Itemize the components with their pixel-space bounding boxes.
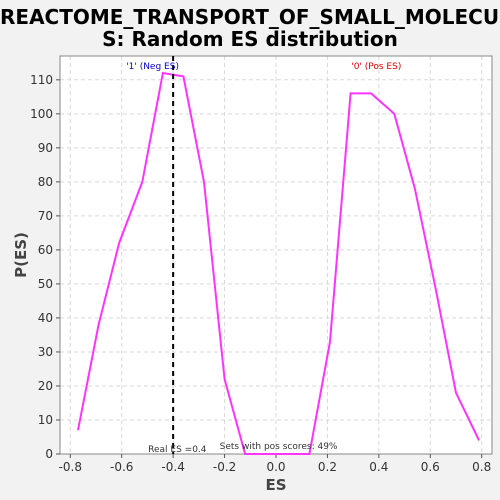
y-tick-label: 10 — [38, 413, 53, 427]
y-tick-label: 50 — [38, 277, 53, 291]
x-tick-label: 0.0 — [266, 460, 285, 474]
y-tick-label: 90 — [38, 141, 53, 155]
y-tick-label: 0 — [45, 447, 53, 461]
y-axis-label: P(ES) — [12, 232, 30, 278]
chart-title-line-1: REACTOME_TRANSPORT_OF_SMALL_MOLECULE — [0, 5, 500, 29]
x-tick-label: 0.8 — [472, 460, 491, 474]
pos-es-label: '0' (Pos ES) — [351, 62, 401, 72]
real-es-annotation: Real ES =0.4 — [148, 445, 207, 455]
y-tick-label: 110 — [30, 73, 53, 87]
y-tick-label: 70 — [38, 209, 53, 223]
x-tick-label: 0.4 — [369, 460, 388, 474]
chart-title-line-2: S: Random ES distribution — [102, 27, 398, 51]
x-axis-label: ES — [265, 476, 286, 494]
y-tick-label: 60 — [38, 243, 53, 257]
es-distribution-line — [77, 71, 480, 455]
x-tick-label: -0.8 — [59, 460, 82, 474]
x-tick-label: -0.6 — [110, 460, 133, 474]
x-tick-label: 0.2 — [318, 460, 337, 474]
x-tick-label: -0.4 — [161, 460, 184, 474]
y-tick-label: 80 — [38, 175, 53, 189]
x-tick-label: 0.6 — [421, 460, 440, 474]
pos-scores-annotation: Sets with pos scores: 49% — [220, 442, 338, 452]
x-tick-label: -0.2 — [213, 460, 236, 474]
y-tick-label: 20 — [38, 379, 53, 393]
y-tick-label: 40 — [38, 311, 53, 325]
y-tick-label: 30 — [38, 345, 53, 359]
y-tick-label: 100 — [30, 107, 53, 121]
neg-es-label: '1' (Neg ES) — [126, 62, 179, 72]
